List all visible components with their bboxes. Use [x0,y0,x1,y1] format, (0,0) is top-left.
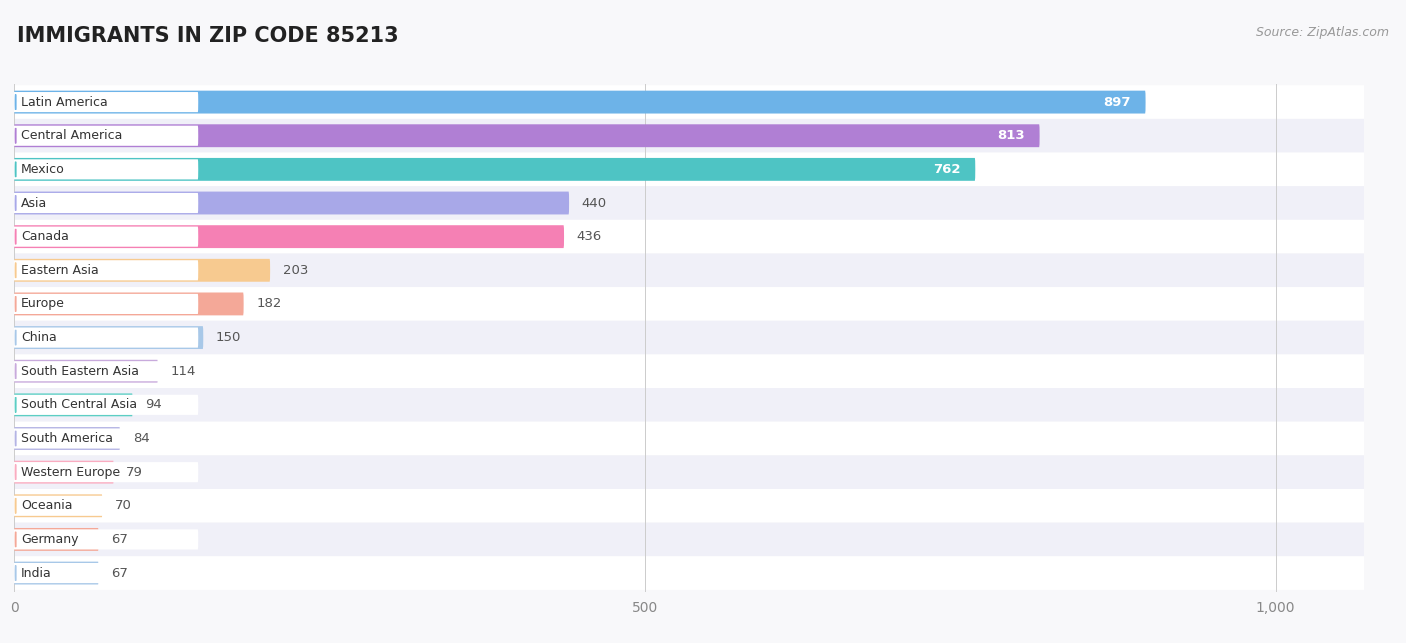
Text: Latin America: Latin America [21,96,108,109]
FancyBboxPatch shape [11,327,198,348]
FancyBboxPatch shape [14,220,1406,253]
Text: 114: 114 [170,365,195,377]
FancyBboxPatch shape [11,92,198,112]
Text: China: China [21,331,56,344]
FancyBboxPatch shape [14,119,1406,152]
FancyBboxPatch shape [11,159,198,179]
FancyBboxPatch shape [14,523,1406,556]
FancyBboxPatch shape [11,226,198,247]
Text: 67: 67 [111,533,128,546]
Text: 150: 150 [217,331,242,344]
Text: Western Europe: Western Europe [21,466,120,478]
FancyBboxPatch shape [14,455,1406,489]
FancyBboxPatch shape [14,460,114,484]
FancyBboxPatch shape [14,354,1406,388]
FancyBboxPatch shape [14,158,976,181]
Text: India: India [21,566,52,579]
Text: 813: 813 [997,129,1025,142]
FancyBboxPatch shape [11,125,198,146]
Text: 94: 94 [145,399,162,412]
Text: South Central Asia: South Central Asia [21,399,136,412]
FancyBboxPatch shape [14,293,243,315]
FancyBboxPatch shape [14,394,132,416]
FancyBboxPatch shape [14,192,569,215]
Text: Oceania: Oceania [21,499,73,512]
Text: Source: ZipAtlas.com: Source: ZipAtlas.com [1256,26,1389,39]
Text: Eastern Asia: Eastern Asia [21,264,98,276]
FancyBboxPatch shape [14,427,120,450]
Text: Asia: Asia [21,197,48,210]
Text: South America: South America [21,432,112,445]
Text: 67: 67 [111,566,128,579]
Text: 70: 70 [115,499,132,512]
FancyBboxPatch shape [14,494,103,517]
FancyBboxPatch shape [11,428,198,449]
FancyBboxPatch shape [11,563,198,583]
FancyBboxPatch shape [14,91,1146,114]
Text: Germany: Germany [21,533,79,546]
FancyBboxPatch shape [14,388,1406,422]
FancyBboxPatch shape [11,462,198,482]
FancyBboxPatch shape [14,287,1406,321]
Text: 84: 84 [132,432,149,445]
Text: 762: 762 [932,163,960,176]
Text: 436: 436 [576,230,602,243]
FancyBboxPatch shape [14,253,1406,287]
FancyBboxPatch shape [14,528,98,551]
FancyBboxPatch shape [11,294,198,314]
FancyBboxPatch shape [14,152,1406,186]
Text: IMMIGRANTS IN ZIP CODE 85213: IMMIGRANTS IN ZIP CODE 85213 [17,26,398,46]
FancyBboxPatch shape [11,260,198,280]
Text: Mexico: Mexico [21,163,65,176]
FancyBboxPatch shape [11,395,198,415]
FancyBboxPatch shape [14,86,1406,119]
FancyBboxPatch shape [14,422,1406,455]
FancyBboxPatch shape [14,124,1039,147]
Text: 203: 203 [283,264,308,276]
Text: South Eastern Asia: South Eastern Asia [21,365,139,377]
FancyBboxPatch shape [14,186,1406,220]
FancyBboxPatch shape [11,193,198,213]
FancyBboxPatch shape [14,561,98,584]
FancyBboxPatch shape [11,361,198,381]
FancyBboxPatch shape [14,489,1406,523]
FancyBboxPatch shape [14,259,270,282]
FancyBboxPatch shape [14,360,157,383]
FancyBboxPatch shape [14,321,1406,354]
Text: 440: 440 [582,197,607,210]
FancyBboxPatch shape [11,496,198,516]
FancyBboxPatch shape [11,529,198,550]
Text: Canada: Canada [21,230,69,243]
Text: Central America: Central America [21,129,122,142]
FancyBboxPatch shape [14,225,564,248]
FancyBboxPatch shape [14,556,1406,590]
Text: 79: 79 [127,466,143,478]
FancyBboxPatch shape [14,326,204,349]
Text: 897: 897 [1102,96,1130,109]
Text: Europe: Europe [21,298,65,311]
Text: 182: 182 [256,298,281,311]
